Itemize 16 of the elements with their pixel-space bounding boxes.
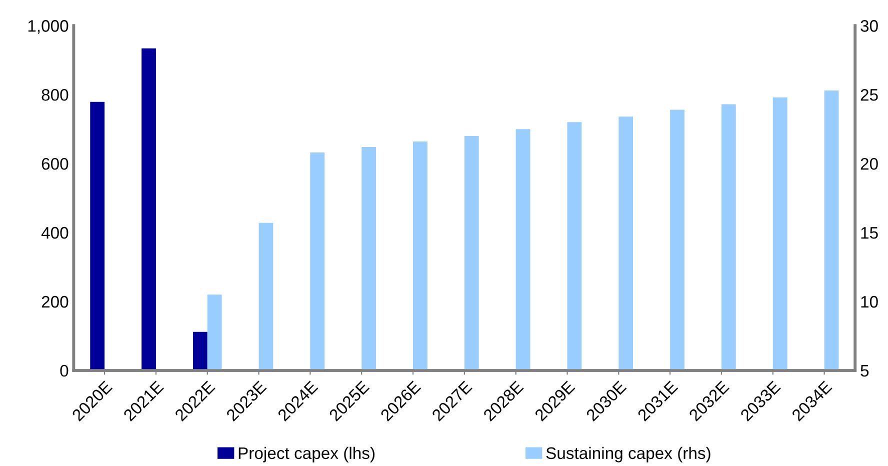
y2-tick-label: 5 (860, 365, 869, 377)
y-tick-label: 400 (41, 226, 68, 239)
y-tick-label: 0 (60, 364, 68, 377)
y2-tick-label: 15 (861, 227, 878, 239)
bar (142, 48, 156, 370)
y2-tick-label: 20 (860, 158, 878, 170)
y-tick-label: 800 (42, 89, 68, 101)
y-tick-label: 200 (42, 296, 68, 308)
legend-label: Project capex (lhs) (238, 446, 374, 462)
y2-tick-label: 25 (860, 89, 878, 101)
y2-tick-label: 30 (860, 20, 878, 32)
legend-label: Sustaining capex (rhs) (546, 446, 710, 462)
bar (90, 102, 105, 370)
y-tick-label: 600 (42, 158, 68, 170)
y2-tick-label: 10 (861, 296, 878, 308)
y-tick-label: 1,000 (28, 20, 68, 34)
